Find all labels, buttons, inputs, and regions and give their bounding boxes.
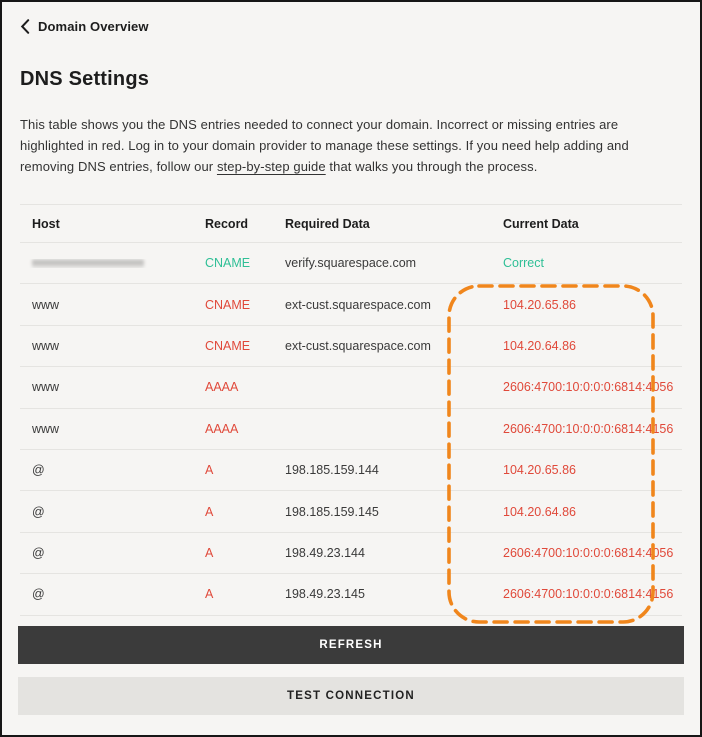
table-row: @ A 198.49.23.144 2606:4700:10:0:0:0:681… <box>20 533 682 575</box>
column-header-current-data: Current Data <box>503 216 579 231</box>
description-after-link: that walks you through the process. <box>325 159 538 174</box>
record-cell: AAAA <box>205 421 239 436</box>
host-cell: www <box>32 380 60 395</box>
current-data-cell: 104.20.65.86 <box>503 463 576 478</box>
host-cell: @ <box>32 545 45 560</box>
table-row: www CNAME ext-cust.squarespace.com 104.2… <box>20 326 682 368</box>
table-row: CNAME verify.squarespace.com Correct <box>20 243 682 285</box>
table-row: www AAAA 2606:4700:10:0:0:0:6814:4156 <box>20 409 682 450</box>
refresh-button[interactable]: REFRESH <box>18 625 684 664</box>
record-cell: CNAME <box>205 256 251 271</box>
record-cell: CNAME <box>205 297 251 312</box>
required-data-cell: 198.185.159.145 <box>285 504 379 519</box>
record-cell: CNAME <box>205 338 251 353</box>
required-data-cell: 198.49.23.144 <box>285 545 365 560</box>
required-data-cell: verify.squarespace.com <box>285 256 417 271</box>
test-connection-button[interactable]: TEST CONNECTION <box>18 676 684 715</box>
column-header-required-data: Required Data <box>285 216 370 231</box>
step-by-step-guide-link[interactable]: step-by-step guide <box>216 159 326 174</box>
record-cell: A <box>205 504 214 519</box>
description-before-link: This table shows you the DNS entries nee… <box>20 117 629 174</box>
column-header-host: Host <box>32 216 60 231</box>
current-data-cell: 2606:4700:10:0:0:0:6814:4156 <box>503 587 674 602</box>
host-cell: www <box>32 338 60 353</box>
table-row: @ A 198.49.23.145 2606:4700:10:0:0:0:681… <box>20 574 682 616</box>
back-to-domain-overview-link[interactable]: Domain Overview <box>20 2 149 36</box>
table-row: www CNAME ext-cust.squarespace.com 104.2… <box>20 284 682 326</box>
table-row: www AAAA 2606:4700:10:0:0:0:6814:4056 <box>20 367 682 409</box>
table-header-row: Host Record Required Data Current Data <box>20 204 682 243</box>
host-cell: www <box>32 421 60 436</box>
current-data-cell: 104.20.64.86 <box>503 504 576 519</box>
record-cell: A <box>205 545 214 560</box>
description-text: This table shows you the DNS entries nee… <box>20 114 682 177</box>
current-data-cell: 104.20.64.86 <box>503 338 576 353</box>
table-row: @ A 198.185.159.145 104.20.64.86 <box>20 491 682 533</box>
required-data-cell: ext-cust.squarespace.com <box>285 297 431 312</box>
dns-records-table: Host Record Required Data Current Data C… <box>20 204 682 616</box>
required-data-cell: 198.49.23.145 <box>285 587 365 602</box>
host-cell: @ <box>32 463 45 478</box>
page-title: DNS Settings <box>20 68 150 90</box>
chevron-left-icon <box>20 18 30 34</box>
current-data-cell: Correct <box>503 256 544 271</box>
record-cell: A <box>205 587 214 602</box>
host-cell <box>20 258 205 268</box>
current-data-cell: 104.20.65.86 <box>503 297 576 312</box>
table-row: @ A 198.185.159.144 104.20.65.86 <box>20 450 682 492</box>
current-data-cell: 2606:4700:10:0:0:0:6814:4056 <box>503 380 674 395</box>
required-data-cell: 198.185.159.144 <box>285 463 379 478</box>
required-data-cell: ext-cust.squarespace.com <box>285 338 431 353</box>
record-cell: AAAA <box>205 380 239 395</box>
current-data-cell: 2606:4700:10:0:0:0:6814:4056 <box>503 545 674 560</box>
record-cell: A <box>205 463 214 478</box>
host-cell: www <box>32 297 60 312</box>
host-cell: @ <box>32 504 45 519</box>
back-link-label: Domain Overview <box>38 18 149 34</box>
redacted-host-value <box>32 258 144 268</box>
host-cell: @ <box>32 587 45 602</box>
column-header-record: Record <box>205 216 249 231</box>
current-data-cell: 2606:4700:10:0:0:0:6814:4156 <box>503 421 674 436</box>
